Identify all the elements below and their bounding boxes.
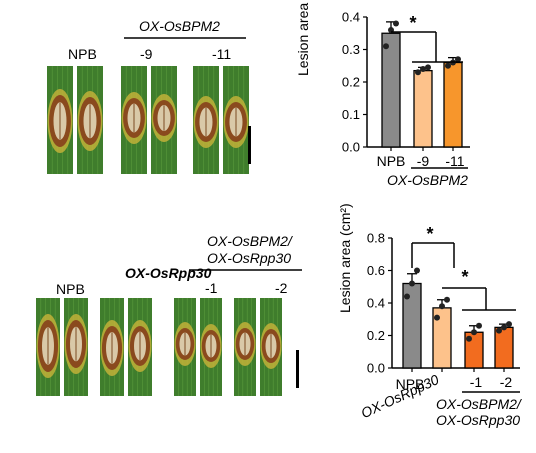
bottom-chart-group-label-2: OX-OsRpp30 — [436, 412, 521, 428]
y-tick-label: 0.4 — [342, 10, 360, 25]
leaf-5 — [193, 66, 219, 174]
data-point-3-1 — [445, 62, 451, 69]
leaf-3 — [100, 298, 124, 396]
data-point-2-3 — [425, 64, 431, 71]
data-point-3-3 — [455, 56, 461, 63]
leaf-4 — [151, 66, 177, 174]
data-point-3-2 — [471, 329, 477, 336]
y-tick-label: 0.1 — [342, 107, 360, 122]
bottom-chart-group-label-1: OX-OsBPM2/ — [436, 396, 521, 412]
bottom-photo-label-npb: NPB — [56, 281, 85, 297]
data-point-4-3 — [506, 321, 512, 328]
x-tick-label-4: -2 — [500, 374, 513, 390]
y-tick-label: 0.0 — [367, 361, 385, 376]
leaf-1 — [47, 66, 73, 174]
data-point-4-1 — [496, 327, 502, 334]
leaf-2 — [64, 298, 88, 396]
data-point-1-3 — [414, 267, 420, 274]
y-tick-label: 0.3 — [342, 42, 360, 57]
leaf-2 — [77, 66, 103, 174]
y-tick-label: 0.6 — [367, 263, 385, 278]
bottom-leaf-photo — [36, 298, 299, 396]
data-point-2-2 — [439, 303, 445, 310]
leaf-6 — [200, 298, 222, 396]
significance-star-1: * — [426, 224, 433, 244]
leaf-7 — [234, 298, 256, 396]
x-tick-label-3: -11 — [445, 153, 464, 169]
scale-bar — [296, 350, 299, 388]
bottom-photo-label-rpp30: OX-OsRpp30 — [125, 265, 212, 281]
data-point-1-1 — [404, 293, 410, 300]
data-point-2-3 — [444, 296, 450, 303]
significance-star-2: * — [461, 267, 468, 287]
leaf-6 — [223, 66, 249, 174]
data-point-4-2 — [501, 324, 507, 331]
significance-star: * — [409, 13, 416, 33]
bar-4 — [494, 326, 514, 369]
y-tick-label: 0.2 — [367, 328, 385, 343]
scale-bar — [248, 126, 251, 164]
data-point-3-3 — [476, 322, 482, 329]
top-chart-group-label: OX-OsBPM2 — [387, 172, 468, 188]
leaf-5 — [174, 298, 196, 396]
top-photo-label-npb: NPB — [68, 46, 97, 62]
data-point-2-1 — [434, 314, 440, 321]
top-photo-label-line9: -9 — [140, 46, 153, 62]
data-point-3-1 — [466, 335, 472, 342]
data-point-2-2 — [420, 66, 426, 72]
leaf-8 — [260, 298, 282, 396]
top-photo-group-label: OX-OsBPM2 — [139, 18, 220, 34]
top-photo-label-line11: -11 — [212, 46, 232, 62]
leaf-1 — [36, 298, 60, 396]
leaf-3 — [121, 66, 147, 174]
y-tick-label: 0.0 — [342, 140, 360, 155]
y-tick-label: 0.4 — [367, 296, 385, 311]
y-tick-label: 0.8 — [367, 231, 385, 246]
x-tick-label-3: -1 — [470, 374, 483, 390]
y-tick-label: 0.2 — [342, 75, 360, 90]
x-tick-label-1: NPB — [377, 153, 406, 169]
x-tick-label-1: NPB — [396, 376, 425, 392]
bottom-chart-ylabel: Lesion area (cm²) — [337, 203, 353, 313]
data-point-1-1 — [383, 43, 389, 50]
bottom-photo-group-label-1: OX-OsBPM2/ — [207, 233, 292, 249]
data-point-1-3 — [393, 20, 399, 27]
bottom-photo-label-line1: -1 — [205, 280, 218, 296]
x-tick-label-2: -9 — [417, 153, 430, 169]
data-point-1-2 — [409, 280, 415, 287]
bottom-photo-label-line2: -2 — [275, 280, 288, 296]
leaf-4 — [128, 298, 152, 396]
bottom-photo-group-label-2: OX-OsRpp30 — [207, 250, 292, 266]
data-point-2-1 — [415, 69, 421, 76]
top-leaf-photo — [47, 66, 251, 174]
